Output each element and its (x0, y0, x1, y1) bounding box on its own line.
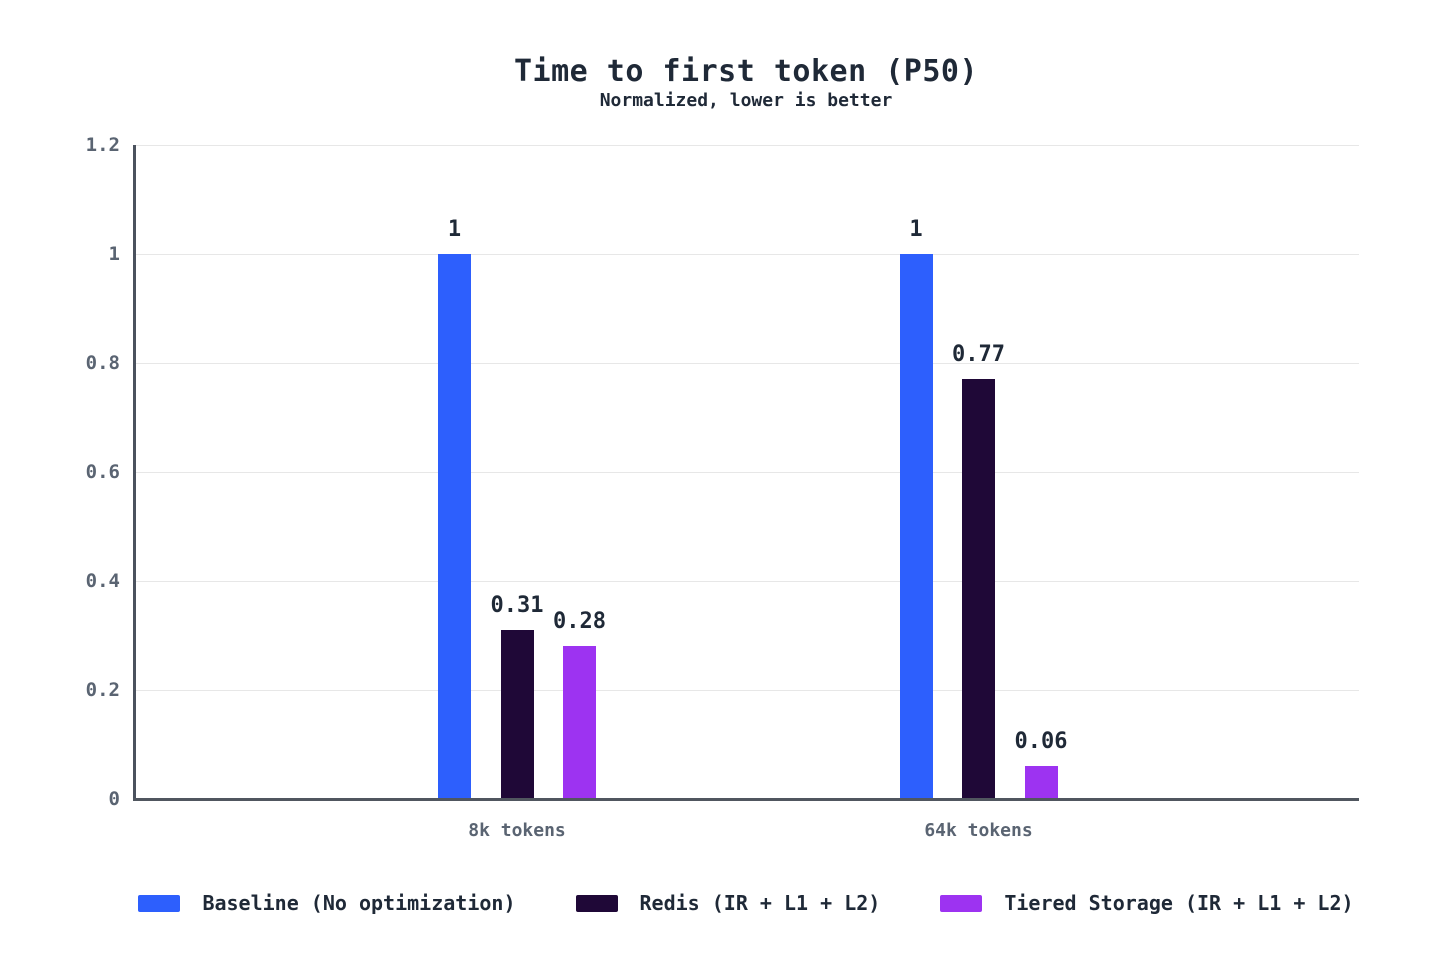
bar (563, 646, 596, 799)
gridline (133, 581, 1359, 582)
legend-label: Tiered Storage (IR + L1 + L2) (1004, 891, 1354, 915)
legend-item: Baseline (No optimization) (138, 891, 516, 915)
bar (500, 630, 534, 799)
legend-label: Redis (IR + L1 + L2) (639, 891, 881, 915)
legend-swatch (940, 894, 983, 912)
bar-value-label: 0.06 (1014, 729, 1068, 755)
x-axis-line (133, 798, 1359, 801)
bar (1024, 766, 1058, 799)
y-tick-label: 0.6 (85, 461, 120, 483)
legend-swatch (138, 894, 181, 912)
y-tick-label: 1 (108, 243, 120, 265)
y-tick-label: 0.4 (85, 570, 120, 592)
bar (962, 379, 995, 799)
legend-swatch (575, 894, 618, 912)
y-axis-line (133, 145, 136, 799)
plot-area: 1 0.31 0.28 1 0.77 0.06 (133, 145, 1359, 801)
y-tick-label: 1.2 (85, 134, 120, 156)
x-category-label: 8k tokens (468, 820, 566, 841)
bar (438, 254, 471, 799)
x-category-label: 64k tokens (924, 820, 1033, 841)
legend: Baseline (No optimization) Redis (IR + L1… (133, 889, 1359, 917)
legend-item: Redis (IR + L1 + L2) (575, 891, 881, 915)
gridline (133, 363, 1359, 364)
y-tick-label: 0 (108, 788, 120, 810)
bar-value-label: 0.77 (952, 342, 1005, 368)
gridline (133, 254, 1359, 255)
legend-label: Baseline (No optimization) (202, 891, 516, 915)
bar (899, 254, 933, 799)
gridline (133, 145, 1359, 146)
gridline (133, 690, 1359, 691)
chart-title: Time to first token (P50) (513, 54, 979, 89)
chart-subtitle: Normalized, lower is better (599, 90, 893, 111)
bar-value-label: 1 (909, 217, 923, 242)
bar-value-label: 0.28 (553, 609, 606, 635)
gridline (133, 472, 1359, 473)
bar-value-label: 1 (447, 217, 462, 242)
bar-value-label: 0.31 (490, 593, 544, 619)
y-tick-label: 0.8 (85, 352, 120, 374)
legend-item: Tiered Storage (IR + L1 + L2) (940, 891, 1354, 915)
y-tick-label: 0.2 (85, 679, 120, 701)
